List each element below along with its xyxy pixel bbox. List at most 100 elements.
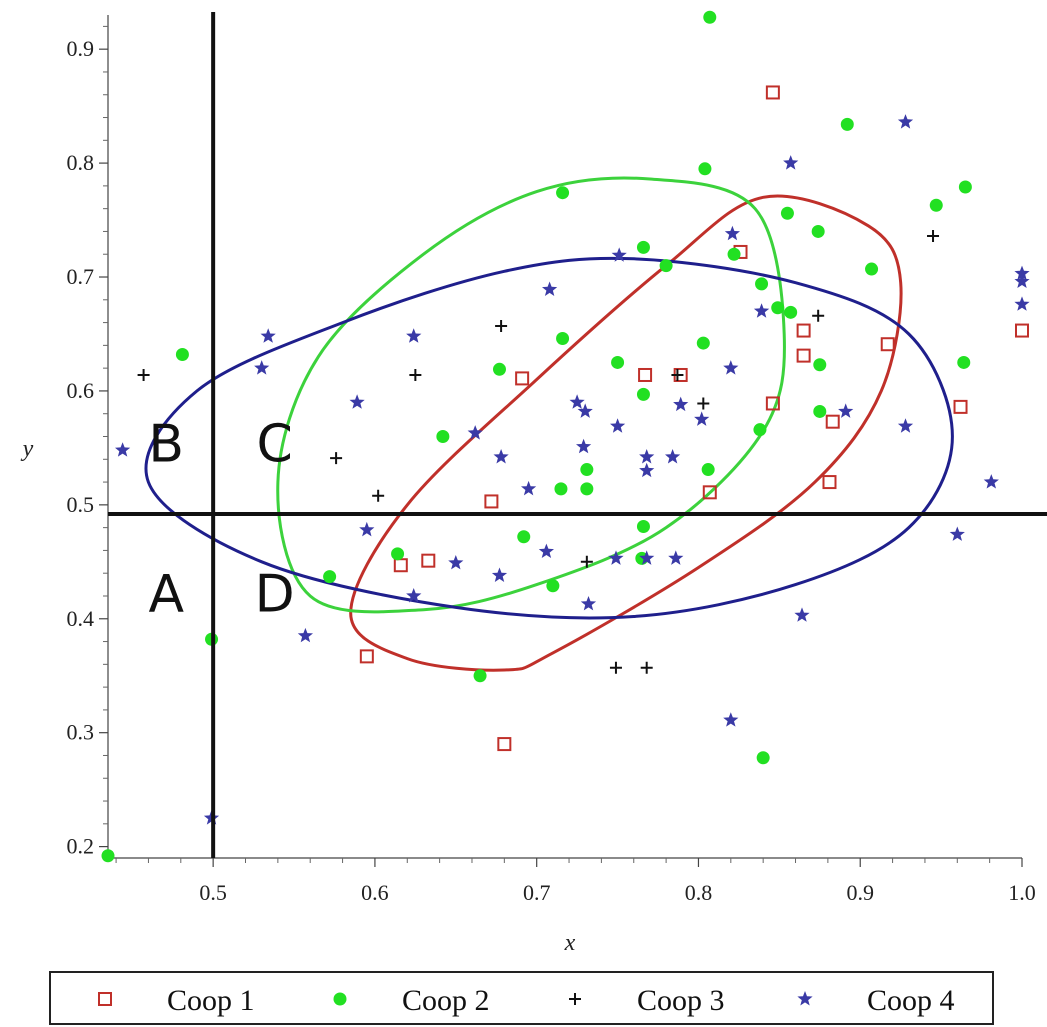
point-coop-2 [556, 186, 570, 200]
point-coop-3 [372, 489, 385, 502]
point-coop-3 [580, 555, 593, 568]
point-coop-2 [929, 198, 943, 212]
point-coop-2 [556, 332, 570, 346]
legend-label-coop-1: Coop 1 [167, 984, 255, 1017]
point-coop-4 [297, 627, 313, 643]
point-coop-2 [753, 423, 767, 437]
ellipse-coop-4 [144, 256, 954, 620]
legend-label-coop-4: Coop 4 [867, 984, 955, 1017]
point-coop-2 [780, 206, 794, 220]
point-coop-2 [517, 530, 531, 544]
point-coop-3 [609, 661, 622, 674]
point-coop-2 [698, 162, 712, 176]
point-coop-4 [577, 403, 593, 418]
point-coop-1 [515, 371, 530, 386]
point-coop-4 [639, 550, 655, 565]
point-coop-4 [897, 114, 914, 129]
point-coop-4 [724, 225, 740, 241]
point-coop-4 [254, 360, 270, 375]
point-coop-4 [639, 449, 655, 464]
point-coop-2 [436, 430, 450, 443]
point-coop-4 [694, 411, 710, 426]
legend-label-coop-3: Coop 3 [637, 984, 725, 1017]
point-coop-2 [840, 117, 854, 131]
point-coop-3 [812, 309, 825, 322]
point-coop-2 [771, 301, 785, 315]
y-tick-label: 0.8 [67, 150, 95, 175]
point-coop-4 [349, 394, 365, 409]
point-coop-2 [811, 224, 825, 238]
point-coop-3 [697, 397, 710, 410]
point-coop-2 [636, 240, 650, 254]
point-coop-2 [473, 669, 487, 683]
y-tick-label: 0.5 [67, 492, 95, 517]
point-coop-2 [546, 579, 560, 593]
point-coop-2 [957, 355, 971, 369]
point-coop-4 [493, 449, 509, 464]
point-coop-2 [784, 305, 798, 319]
x-tick-label: 0.8 [685, 880, 713, 905]
point-coop-2 [391, 547, 405, 561]
legend-box [49, 971, 994, 1025]
point-coop-4 [983, 474, 999, 489]
point-coop-4 [949, 526, 965, 541]
point-coop-4 [897, 418, 914, 433]
quadrant-label-a: A [148, 565, 184, 625]
point-coop-2 [703, 10, 717, 24]
axes: 0.5 0.6 0.7 0.8 0.9 1.0 0.2 0.3 0.4 0.5 0.6 0.7 0.8 0… [21, 15, 1036, 956]
point-coop-2 [701, 463, 715, 477]
confidence-ellipses [144, 176, 954, 672]
point-coop-4 [639, 462, 655, 478]
point-coop-3 [409, 368, 422, 381]
x-tick-label: 0.6 [361, 880, 389, 905]
x-tick-label: 0.9 [846, 880, 874, 905]
point-coop-4 [580, 596, 597, 611]
quadrant-label-c: C [256, 414, 292, 474]
point-coop-4 [608, 550, 624, 565]
y-tick-label: 0.4 [67, 606, 95, 631]
series-coop-1 [359, 85, 1029, 752]
point-coop-3 [137, 368, 150, 381]
legend-marker-coop-4 [797, 991, 813, 1006]
point-coop-1 [822, 475, 837, 490]
point-coop-1 [765, 85, 780, 100]
series-coop-3 [137, 230, 940, 674]
point-coop-4 [1014, 273, 1030, 288]
point-coop-2 [636, 387, 650, 401]
series-coop-2 [101, 10, 972, 863]
quadrant-labels: B C A D [148, 414, 294, 624]
point-coop-1 [393, 558, 408, 573]
point-coop-4 [753, 303, 770, 318]
point-coop-4 [406, 588, 422, 603]
point-coop-2 [580, 482, 594, 496]
point-coop-1 [638, 367, 653, 382]
point-coop-4 [576, 438, 592, 454]
y-axis-label: y [21, 436, 34, 462]
point-coop-4 [542, 281, 558, 296]
point-coop-1 [484, 494, 499, 509]
y-tick-label: 0.3 [67, 720, 95, 745]
point-coop-4 [359, 521, 375, 537]
point-coop-4 [668, 550, 684, 565]
point-coop-3 [927, 230, 940, 243]
point-coop-1 [497, 737, 512, 752]
point-coop-2 [813, 358, 827, 372]
point-coop-2 [865, 262, 879, 276]
y-tick-label: 0.6 [67, 378, 95, 403]
legend: Coop 1 Coop 2 Coop 3 Coop 4 [49, 971, 994, 1025]
point-coop-4 [448, 555, 464, 570]
point-coop-2 [813, 404, 827, 418]
point-coop-4 [665, 449, 681, 464]
point-coop-4 [794, 607, 810, 622]
legend-label-coop-2: Coop 2 [402, 984, 490, 1017]
point-coop-1 [825, 414, 840, 429]
point-coop-2 [756, 751, 770, 765]
point-coop-3 [495, 319, 508, 332]
point-coop-4 [838, 403, 854, 418]
point-coop-2 [175, 347, 189, 361]
quadrant-dividers [108, 12, 1047, 858]
point-coop-1 [1015, 323, 1029, 338]
y-tick-label: 0.2 [67, 834, 95, 859]
point-coop-4 [538, 543, 554, 558]
point-coop-4 [610, 418, 626, 433]
